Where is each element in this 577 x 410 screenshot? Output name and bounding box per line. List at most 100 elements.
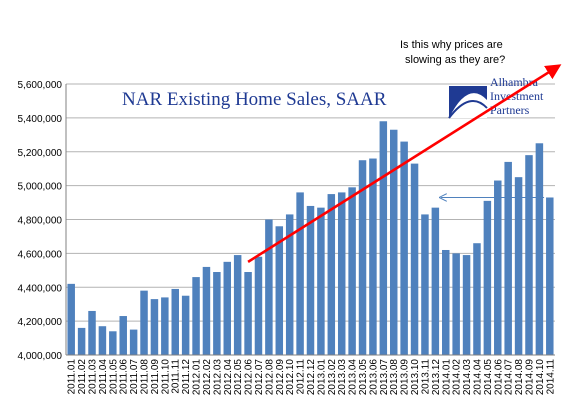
bar [140,290,148,355]
bar [369,158,377,355]
bar [379,121,388,355]
x-tick-label: 2014.06 [493,359,504,396]
x-tick-label: 2013.12 [431,359,442,396]
x-tick-label: 2012.11 [296,359,307,395]
x-tick-label: 2011.02 [77,359,88,395]
x-tick-label: 2011.08 [140,359,151,395]
bar [109,331,117,355]
bar [452,253,460,356]
bar [171,288,179,355]
bar [192,277,200,355]
y-tick-labels: 4,000,000 4,200,000 4,400,000 4,600,000 4,80… [18,80,63,362]
x-tick-label: 2014.11 [545,359,556,395]
bar [546,197,554,355]
trend-arrow [247,64,562,263]
y-tick-label: 4,400,000 [18,283,63,294]
y-tick-label: 5,600,000 [18,80,63,91]
x-tick-label: 2011.11 [171,359,182,394]
y-tick-label: 4,600,000 [18,249,63,260]
logo-text-line-3: Partners [490,103,530,117]
x-tick-label: 2013.10 [410,359,421,396]
bar [77,327,86,355]
bar [181,295,190,355]
bar [327,194,336,355]
bar [285,214,294,355]
y-tick-label: 5,000,000 [18,182,63,193]
bar [161,297,169,355]
x-tick-label: 2012.07 [254,359,265,396]
x-tick-label: 2013.05 [358,359,369,396]
bar [275,226,284,355]
x-tick-label: 2013.03 [337,359,348,396]
x-tick-label: 2012.10 [285,359,296,396]
x-tick-labels: 2011.01 2011.02 2011.03 2011.04 2011.05 2011.… [67,359,557,396]
x-tick-label: 2014.08 [514,359,525,396]
x-tick-label: 2014.10 [535,359,546,396]
x-tick-label: 2014.09 [524,359,535,396]
bar [442,249,450,355]
x-tick-label: 2012.09 [275,359,286,396]
bar [129,329,138,355]
x-tick-label: 2011.05 [108,359,119,395]
x-tick-label: 2011.01 [67,359,78,395]
x-tick-label: 2014.02 [452,359,463,396]
x-tick-label: 2011.07 [129,359,140,395]
alhambra-logo: Alhambra Investment Partners [448,75,544,119]
bar [306,205,315,355]
bar [233,255,242,355]
y-tick-label: 5,200,000 [18,148,63,159]
bar [67,283,75,355]
x-tick-label: 2012.02 [202,359,213,396]
bar [119,316,127,355]
x-tick-label: 2011.09 [150,359,161,395]
bar [244,272,252,355]
bar [504,161,512,355]
bar [317,207,325,355]
x-tick-label: 2011.06 [119,359,130,395]
x-tick-label: 2012.12 [306,359,317,396]
bar [254,256,263,355]
bar [421,214,429,355]
x-tick-label: 2012.06 [244,359,255,396]
x-tick-label: 2014.01 [441,359,452,396]
bar [473,243,481,355]
x-tick-label: 2014.04 [472,359,483,396]
bar [525,155,533,355]
bar [483,200,492,355]
x-tick-label: 2012.04 [223,359,234,396]
x-tick-label: 2011.04 [98,359,109,395]
x-tick-label: 2012.01 [192,359,203,396]
x-tick-label: 2014.07 [504,359,515,396]
bar [202,266,211,355]
bar [98,326,107,355]
y-tick-label: 5,400,000 [18,114,63,125]
x-tick-label: 2013.07 [379,359,390,396]
annotation-line-1: Is this why prices are [400,39,503,51]
x-tick-label: 2014.05 [483,359,494,396]
x-tick-label: 2013.04 [348,359,359,396]
x-tick-label: 2012.08 [264,359,275,396]
bar [410,163,419,355]
x-tick-label: 2011.03 [88,359,99,395]
bar [431,207,440,355]
bar [462,255,471,355]
bar [88,310,96,355]
bar [337,192,346,355]
x-tick-label: 2014.03 [462,359,473,396]
bar [265,219,273,355]
bar [348,187,356,355]
x-tick-label: 2013.06 [368,359,379,396]
x-tick-label: 2012.03 [212,359,223,396]
bar [213,272,221,355]
bar [296,192,304,355]
x-tick-label: 2013.08 [389,359,400,396]
bar [494,180,502,355]
annotation-line-2: slowing as they are? [405,54,505,66]
x-tick-label: 2013.11 [420,359,431,395]
chart-title: NAR Existing Home Sales, SAAR [122,89,387,110]
x-tick-label: 2011.10 [160,359,171,395]
bars [67,121,554,356]
axes [65,84,555,356]
bar [150,299,159,355]
